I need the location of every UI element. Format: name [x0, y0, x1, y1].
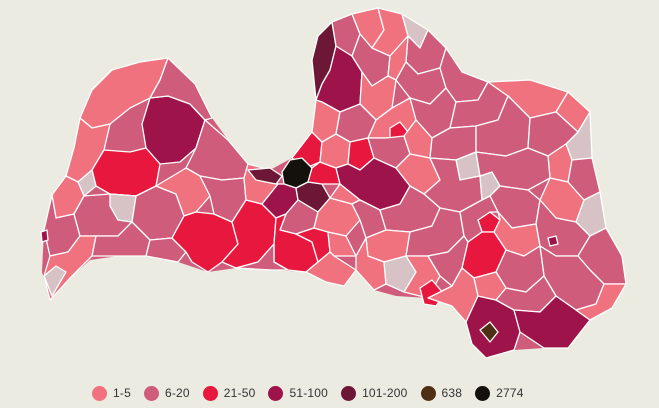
region-bauska — [235, 243, 289, 271]
legend-swatch — [143, 385, 159, 401]
legend-swatch — [268, 385, 284, 401]
legend: 1-5 6-20 21-50 51-100 101-200 638 2774 — [92, 382, 537, 404]
region-rezekne-north — [475, 147, 551, 191]
legend-label: 2774 — [496, 386, 524, 400]
legend-item-3: 21-50 — [202, 385, 256, 401]
legend-item-7: 2774 — [475, 385, 524, 401]
region-saldus-south — [145, 237, 187, 263]
legend-label: 638 — [441, 386, 463, 400]
legend-swatch — [420, 385, 436, 401]
region-daugavpils-city — [479, 321, 499, 343]
region-talsi — [149, 57, 213, 121]
legend-label: 21-50 — [223, 386, 256, 400]
legend-item-6: 638 — [420, 385, 463, 401]
region-kegums — [327, 231, 357, 257]
legend-swatch — [341, 385, 357, 401]
region-kuldiga — [91, 147, 161, 197]
legend-label: 101-200 — [362, 386, 408, 400]
legend-item-5: 101-200 — [341, 385, 408, 401]
legend-label: 51-100 — [289, 386, 329, 400]
legend-item-2: 6-20 — [143, 385, 190, 401]
legend-label: 6-20 — [164, 386, 190, 400]
region-jurmala-city — [247, 167, 283, 185]
legend-item-4: 51-100 — [268, 385, 329, 401]
region-central-west — [155, 167, 211, 217]
legend-swatch — [92, 385, 107, 401]
region-liepaja-city — [40, 229, 49, 243]
region-south-tip — [575, 283, 627, 321]
legend-label: 1-5 — [113, 386, 131, 400]
legend-item-1: 1-5 — [92, 385, 131, 401]
region-sw-gray — [109, 193, 137, 223]
region-vecumnieki — [305, 251, 357, 287]
legend-swatch — [202, 385, 218, 401]
region-east-dot — [547, 235, 559, 247]
region-sw-gray-2 — [43, 265, 67, 297]
legend-swatch — [475, 385, 491, 401]
